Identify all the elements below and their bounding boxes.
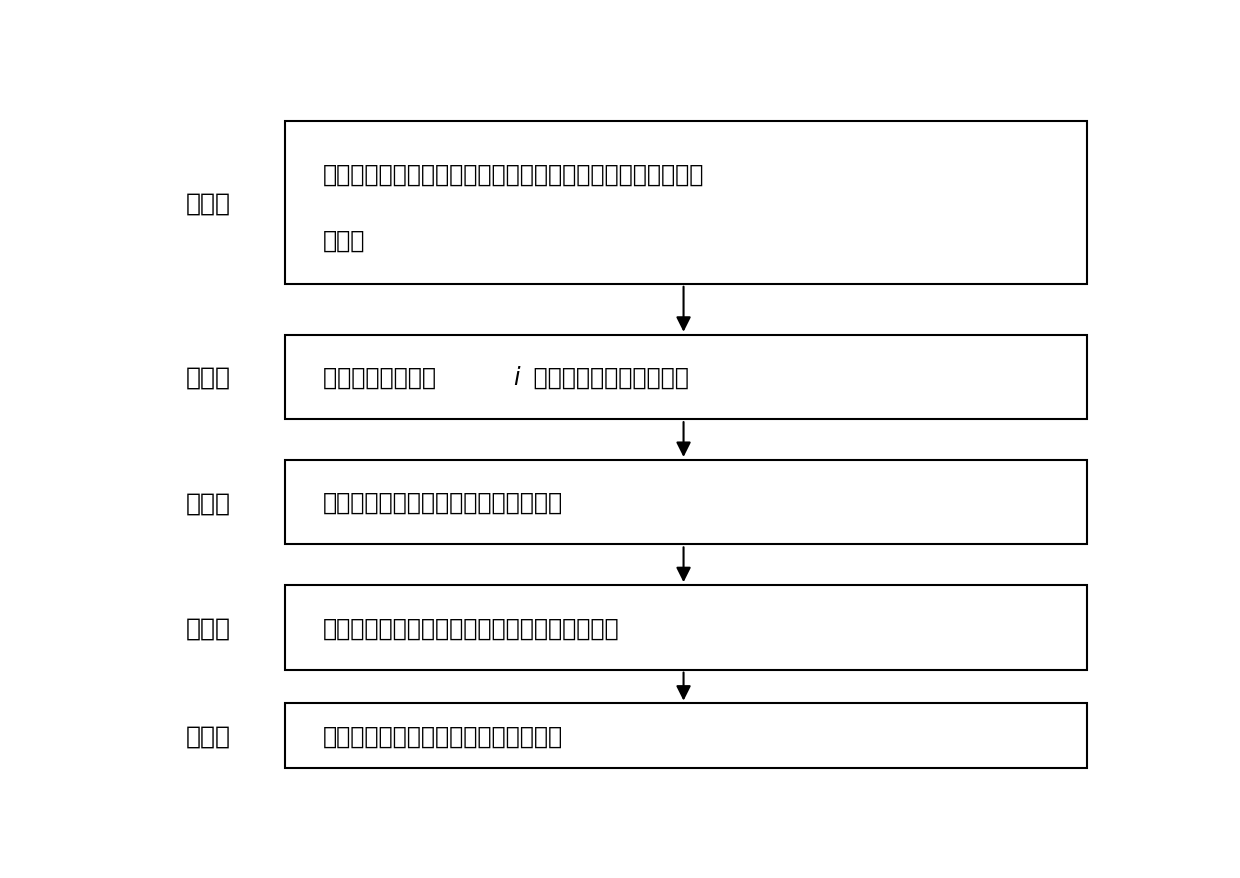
Text: 步骤五: 步骤五	[185, 723, 231, 748]
Text: 确定类型二或类型三下的交叉口平滑过渡方案；: 确定类型二或类型三下的交叉口平滑过渡方案；	[324, 615, 620, 639]
Bar	[285, 703, 1087, 768]
Text: 确定类型四下的交叉口平滑过渡方案。: 确定类型四下的交叉口平滑过渡方案。	[324, 723, 563, 748]
Text: 步骤二: 步骤二	[185, 365, 231, 390]
Text: 判断交叉口在时段: 判断交叉口在时段	[324, 365, 444, 390]
Text: 类型；: 类型；	[324, 229, 366, 253]
Bar	[285, 460, 1087, 544]
Text: 步骤一: 步骤一	[185, 191, 231, 215]
Text: i: i	[513, 365, 520, 390]
Text: 步骤四: 步骤四	[185, 615, 231, 639]
Text: 将多时段定时控制交叉口的信号配时方案平滑过渡划分为四种: 将多时段定时控制交叉口的信号配时方案平滑过渡划分为四种	[324, 162, 704, 186]
Bar	[285, 335, 1087, 420]
Text: 步骤三: 步骤三	[185, 491, 231, 515]
Text: 结束后的平滑过渡类型；: 结束后的平滑过渡类型；	[527, 365, 689, 390]
Bar	[285, 586, 1087, 670]
Text: 确定类型一下的交叉口平滑过渡方案；: 确定类型一下的交叉口平滑过渡方案；	[324, 491, 563, 515]
Bar	[285, 122, 1087, 284]
